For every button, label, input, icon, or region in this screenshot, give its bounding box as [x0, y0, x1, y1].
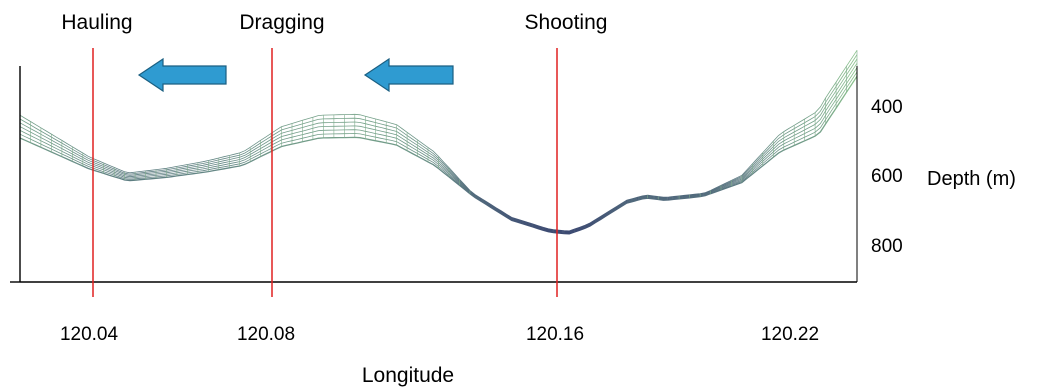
x-tick-label: 120.04 [60, 324, 119, 345]
depth-series-line [19, 75, 858, 235]
label-shooting: Shooting [525, 11, 608, 34]
depth-mesh [19, 50, 858, 235]
y-tick-label: 800 [871, 236, 903, 257]
x-axis-title: Longitude [362, 364, 454, 387]
y-tick-label: 600 [871, 166, 903, 187]
label-hauling: Hauling [61, 11, 132, 34]
depth-series-line [19, 67, 858, 234]
y-axis-title: Depth (m) [927, 168, 1016, 190]
x-tick-label: 120.08 [237, 324, 295, 345]
depth-series-line [19, 58, 858, 233]
label-dragging: Dragging [239, 11, 324, 34]
depth-series-line [19, 63, 858, 233]
y-tick-label: 400 [871, 97, 903, 118]
depth-series-line [19, 71, 858, 234]
x-tick-label: 120.16 [526, 324, 584, 345]
arrow-left-icon [363, 57, 454, 93]
x-tick-label: 120.22 [761, 324, 819, 345]
arrow-left-icon [137, 57, 227, 93]
